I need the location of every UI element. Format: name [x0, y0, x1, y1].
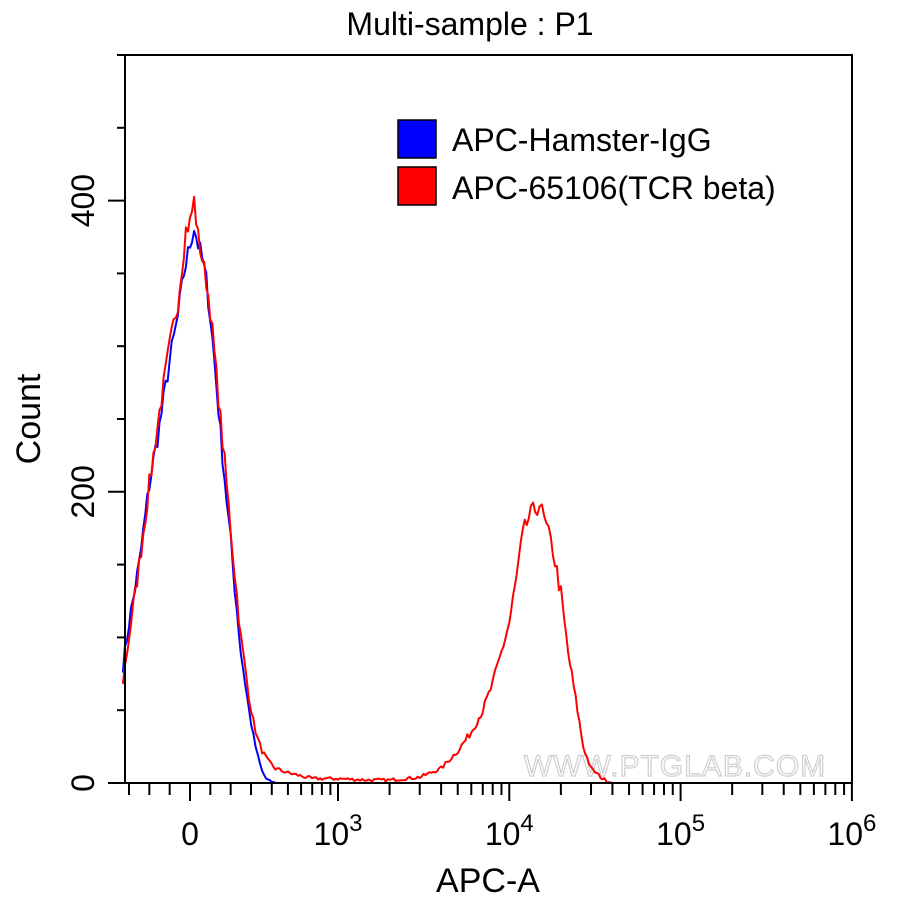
legend-swatch-tcr [397, 166, 437, 206]
legend-swatch-igg [397, 119, 437, 159]
y-tick-label: 400 [65, 174, 101, 227]
x-tick-label: 0 [181, 816, 199, 852]
x-tick-label: 105 [656, 810, 705, 852]
x-axis: 0 103 104 105 106 [128, 783, 876, 852]
watermark: WWW.PTGLAB.COM [524, 750, 826, 783]
chart-title: Multi-sample : P1 [346, 6, 593, 42]
x-tick-label: 104 [485, 810, 534, 852]
x-tick-label: 103 [314, 810, 363, 852]
x-axis-label: APC-A [436, 862, 540, 900]
series-layer [121, 195, 681, 784]
series-line-0 [121, 229, 681, 784]
series-line-1 [121, 195, 681, 784]
legend-label-tcr: APC-65106(TCR beta) [452, 170, 776, 206]
legend: APC-Hamster-IgG APC-65106(TCR beta) [397, 119, 776, 206]
x-tick-label: 106 [827, 810, 876, 852]
y-tick-label: 200 [65, 465, 101, 518]
y-tick-label: 0 [65, 774, 101, 792]
plot-frame [124, 54, 853, 784]
y-axis: 0 200 400 [65, 54, 125, 792]
y-axis-label: Count [10, 373, 48, 464]
legend-label-igg: APC-Hamster-IgG [452, 122, 712, 158]
